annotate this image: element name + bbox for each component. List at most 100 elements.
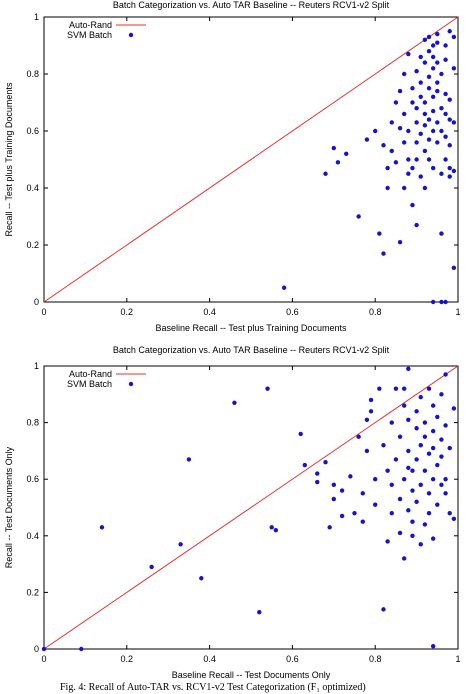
data-point-svm-batch (373, 502, 378, 507)
data-point-svm-batch (410, 202, 415, 208)
data-point-svm-batch (451, 34, 457, 40)
data-point-svm-batch (414, 68, 419, 74)
data-point-svm-batch (381, 143, 386, 148)
data-point-svm-batch (443, 491, 448, 496)
data-point-svm-batch (426, 451, 432, 456)
data-point-svm-batch (360, 491, 365, 496)
data-point-svm-batch (401, 140, 407, 145)
data-point-svm-batch (435, 120, 440, 125)
data-point-svm-batch (439, 106, 444, 111)
data-point-svm-batch (389, 510, 394, 516)
data-point-svm-batch (331, 482, 336, 488)
data-point-svm-batch (79, 646, 84, 652)
data-point-svm-batch (389, 420, 394, 425)
data-point-svm-batch (385, 539, 390, 544)
data-point-svm-batch (430, 94, 436, 100)
legend-swatch-svm-batch (128, 381, 134, 387)
data-point-svm-batch (430, 428, 436, 434)
data-point-svm-batch (364, 137, 370, 142)
data-point-svm-batch (257, 610, 262, 615)
data-point-svm-batch (406, 448, 411, 454)
data-point-svm-batch (418, 131, 423, 137)
legend-label-svm-batch: SVM Batch (67, 379, 112, 389)
data-point-svm-batch (348, 474, 353, 479)
x-tick-label: 0 (41, 307, 46, 317)
data-point-svm-batch (397, 530, 403, 536)
data-point-svm-batch (410, 86, 415, 91)
y-axis-label: Recall -- Test Documents Only (4, 446, 14, 568)
y-tick-label: 0.6 (26, 474, 39, 484)
data-point-svm-batch (298, 431, 303, 437)
data-point-svm-batch (397, 88, 403, 94)
data-point-svm-batch (410, 468, 415, 473)
x-tick-label: 0.2 (121, 307, 134, 317)
legend-swatch-svm-batch (128, 32, 134, 38)
data-point-svm-batch (426, 74, 432, 80)
data-point-svm-batch (410, 165, 415, 171)
data-point-svm-batch (430, 108, 436, 114)
data-point-svm-batch (430, 165, 436, 171)
data-point-svm-batch (368, 409, 374, 414)
data-point-svm-batch (443, 477, 448, 482)
y-tick-label: 0.2 (26, 587, 39, 597)
data-point-svm-batch (414, 120, 419, 125)
data-point-svm-batch (447, 445, 452, 451)
data-point-svm-batch (335, 160, 341, 165)
data-point-svm-batch (422, 148, 428, 154)
data-point-svm-batch (443, 43, 448, 48)
data-point-svm-batch (439, 231, 444, 236)
x-tick-label: 1 (455, 654, 460, 664)
data-point-svm-batch (149, 564, 154, 570)
y-tick-label: 0 (34, 644, 39, 654)
data-point-svm-batch (323, 171, 328, 176)
data-point-svm-batch (422, 123, 428, 128)
data-point-svm-batch (401, 111, 407, 117)
chart-title: Batch Categorization vs. Auto TAR Baseli… (113, 0, 390, 10)
series-line-auto-rand (43, 365, 459, 650)
data-point-svm-batch (430, 445, 436, 451)
x-tick-label: 1 (455, 307, 460, 317)
data-point-svm-batch (393, 160, 399, 165)
chart-title: Batch Categorization vs. Auto TAR Baseli… (113, 345, 390, 355)
data-point-svm-batch (410, 100, 415, 105)
data-point-svm-batch (422, 60, 428, 65)
data-point-svm-batch (99, 525, 105, 530)
data-point-svm-batch (418, 94, 423, 100)
data-point-svm-batch (443, 372, 448, 377)
x-tick-label: 0.4 (203, 654, 216, 664)
plot-frame (43, 16, 459, 303)
data-point-svm-batch (435, 414, 440, 420)
data-point-svm-batch (447, 165, 452, 171)
data-point-svm-batch (186, 457, 192, 462)
data-point-svm-batch (447, 29, 452, 34)
data-point-svm-batch (430, 643, 436, 649)
data-point-svm-batch (422, 185, 428, 191)
data-point-svm-batch (451, 66, 457, 71)
data-point-svm-batch (385, 185, 390, 191)
data-point-svm-batch (447, 117, 452, 122)
data-point-svm-batch (443, 134, 448, 139)
data-point-svm-batch (426, 386, 432, 391)
y-tick-label: 0.2 (26, 240, 39, 250)
data-point-svm-batch (414, 157, 419, 162)
data-point-svm-batch (232, 400, 237, 405)
data-point-svm-batch (323, 460, 328, 465)
data-point-svm-batch (281, 285, 287, 290)
x-tick-label: 0 (41, 654, 46, 664)
data-point-svm-batch (422, 100, 428, 105)
x-tick-label: 0.6 (286, 307, 299, 317)
data-point-svm-batch (435, 80, 440, 85)
data-point-svm-batch (426, 49, 432, 54)
data-point-svm-batch (373, 128, 378, 134)
x-tick-label: 0.2 (121, 654, 134, 664)
data-point-svm-batch (406, 508, 411, 513)
data-point-svm-batch (435, 40, 440, 45)
data-point-svm-batch (393, 100, 399, 105)
data-point-svm-batch (426, 491, 432, 496)
data-point-svm-batch (435, 31, 440, 37)
data-point-svm-batch (397, 434, 403, 439)
data-point-svm-batch (414, 499, 419, 505)
data-point-svm-batch (397, 239, 403, 245)
y-tick-label: 1 (34, 361, 39, 371)
